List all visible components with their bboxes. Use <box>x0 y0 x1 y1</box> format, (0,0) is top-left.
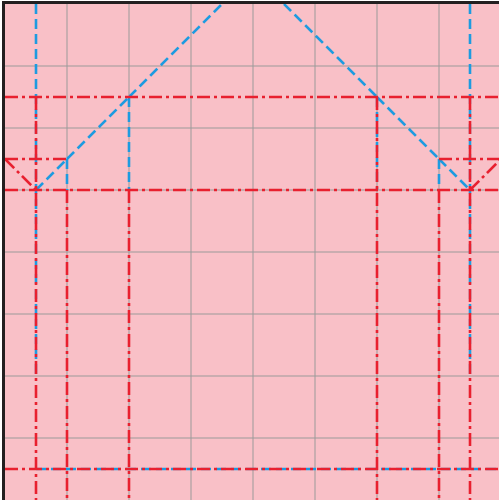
valley-fold-line <box>128 3 223 98</box>
mountain-fold-line <box>469 159 499 191</box>
mountain-fold-line <box>4 158 37 191</box>
valley-fold-line <box>438 158 471 191</box>
mountain-folds <box>4 95 499 500</box>
valley-fold-line <box>35 158 68 191</box>
valley-fold-line <box>283 3 378 98</box>
